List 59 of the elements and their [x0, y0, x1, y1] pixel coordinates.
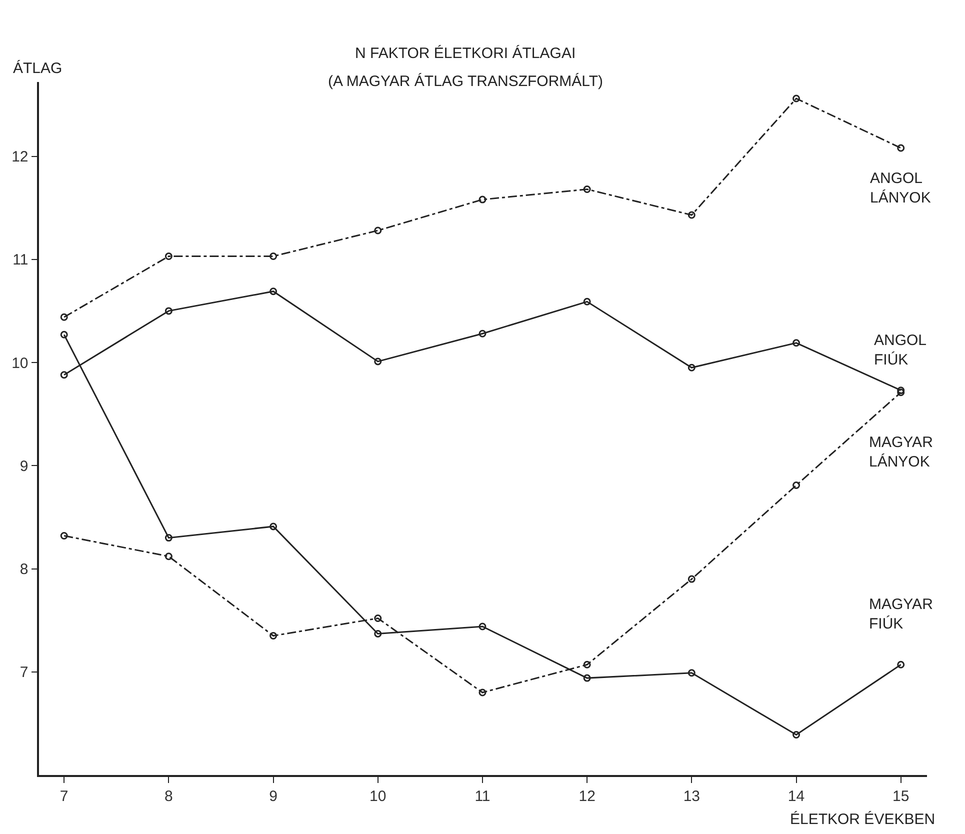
point: [270, 288, 278, 296]
x-tick-label: 7: [60, 788, 68, 805]
y-tick-label: 11: [12, 252, 28, 269]
point: [60, 532, 68, 540]
point: [897, 386, 905, 394]
point: [688, 211, 696, 219]
chart-subtitle: (A MAGYAR ÁTLAG TRANSZFORMÁLT): [328, 72, 604, 90]
y-tick-label: 9: [20, 458, 28, 475]
point: [478, 330, 486, 338]
chart-title: N FAKTOR ÉLETKORI ÁTLAGAI: [355, 44, 576, 62]
x-tick-label: 8: [164, 788, 173, 805]
point: [374, 630, 382, 638]
x-tick-label: 14: [788, 788, 805, 805]
y-tick-label: 7: [20, 664, 28, 682]
point: [478, 196, 486, 204]
point: [270, 522, 278, 530]
point: [583, 298, 591, 306]
point: [164, 534, 172, 542]
point: [478, 688, 486, 696]
x-tick-label: 12: [578, 788, 596, 805]
point: [688, 364, 696, 372]
point: [792, 339, 800, 347]
point: [164, 252, 172, 260]
x-axis-title: ÉLETKOR ÉVEKBEN: [790, 810, 936, 828]
point: [374, 226, 382, 234]
point: [897, 660, 905, 668]
point: [688, 575, 696, 583]
point: [270, 632, 278, 640]
point: [60, 330, 68, 338]
point: [374, 358, 382, 366]
point: [583, 186, 591, 193]
y-tick-label: 10: [12, 354, 28, 372]
point: [897, 388, 905, 396]
x-tick-label: 10: [370, 788, 386, 805]
point: [374, 614, 382, 622]
point: [688, 669, 696, 677]
point: [60, 371, 68, 379]
text: MAGYAR FIÚK: [869, 596, 934, 632]
series-label: MAGYAR LÁNYOK: [869, 434, 934, 470]
point: [583, 674, 591, 682]
x-tick-label: 11: [474, 788, 490, 805]
y-tick-label: 8: [20, 561, 28, 578]
y-axis-title: ÁTLAG: [13, 59, 62, 77]
point: [270, 252, 278, 260]
y-tick-label: 12: [12, 148, 28, 166]
x-tick-label: 15: [892, 788, 910, 805]
point: [897, 144, 905, 152]
point: [60, 313, 68, 321]
point: [583, 660, 591, 668]
point: [164, 307, 172, 315]
point: [792, 94, 800, 102]
x-tick-label: 9: [269, 788, 278, 805]
point: [478, 622, 486, 630]
text: ANGOL LÁNYOK: [870, 170, 931, 206]
point: [792, 731, 800, 739]
series-label: ANGOL FIÚK: [874, 332, 927, 368]
x-tick-label: 13: [683, 788, 700, 805]
point: [164, 552, 172, 560]
point: [792, 481, 800, 489]
